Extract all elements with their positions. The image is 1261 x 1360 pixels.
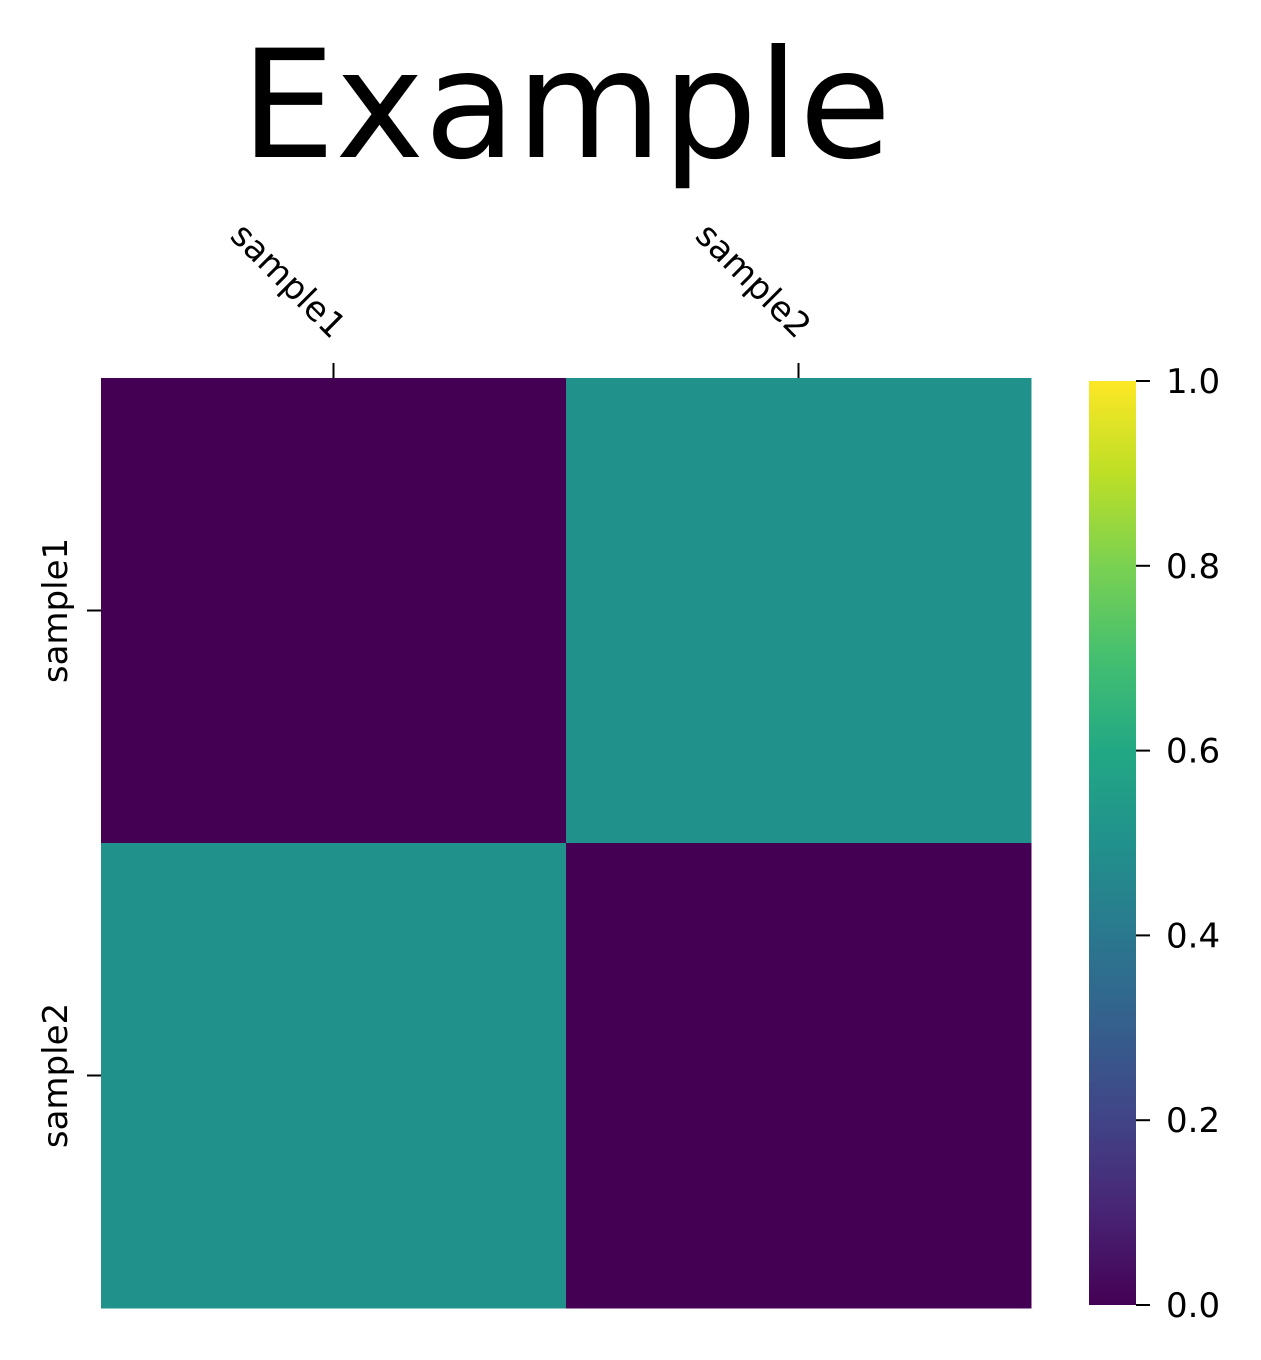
colorbar (1089, 381, 1136, 1305)
colorbar-tick-label-1.0: 1.0 (1166, 362, 1220, 402)
heatmap-cell-sample2-sample1 (101, 843, 567, 1309)
y-tick-label-sample1: sample1 (36, 538, 76, 683)
chart-title: Example (241, 19, 892, 193)
heatmap-cell-sample1-sample2 (566, 378, 1032, 844)
x-tick-label-sample2: sample2 (687, 215, 818, 346)
colorbar-tick-label-0.2: 0.2 (1166, 1101, 1220, 1141)
heatmap-cells (101, 378, 1032, 1309)
x-axis-ticks: sample1 sample2 (222, 215, 818, 378)
x-tick-label-sample1: sample1 (222, 215, 353, 346)
colorbar-ticks: 0.0 0.2 0.4 0.6 0.8 1.0 (1136, 362, 1220, 1326)
colorbar-tick-label-0.0: 0.0 (1166, 1286, 1220, 1326)
colorbar-tick-label-0.6: 0.6 (1166, 732, 1220, 772)
heatmap-cell-sample1-sample1 (101, 378, 567, 844)
heatmap-cell-sample2-sample2 (566, 843, 1032, 1309)
y-axis-ticks: sample1 sample2 (36, 538, 101, 1148)
colorbar-tick-label-0.4: 0.4 (1166, 916, 1220, 956)
colorbar-tick-label-0.8: 0.8 (1166, 547, 1220, 587)
y-tick-label-sample2: sample2 (36, 1003, 76, 1148)
